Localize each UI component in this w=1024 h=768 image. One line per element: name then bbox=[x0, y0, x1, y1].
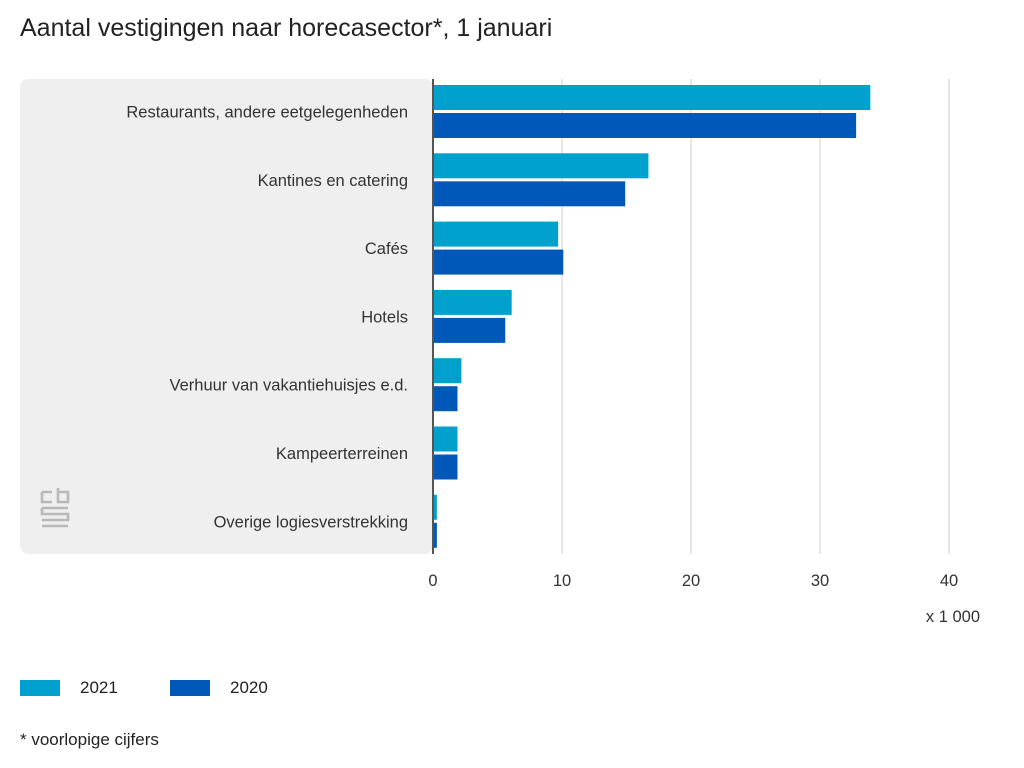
footnote: * voorlopige cijfers bbox=[20, 730, 159, 749]
legend-item-2020: 2020 bbox=[170, 678, 268, 698]
legend-label-2020: 2020 bbox=[230, 678, 268, 697]
bar-2020 bbox=[433, 249, 564, 275]
bar-2021 bbox=[433, 494, 437, 520]
cbs-logo-icon bbox=[40, 488, 70, 528]
category-label: Overige logiesverstrekking bbox=[214, 513, 408, 531]
bar-2021 bbox=[433, 289, 512, 315]
bar-2021 bbox=[433, 85, 871, 110]
category-label: Cafés bbox=[365, 240, 408, 258]
x-tick-label: 0 bbox=[428, 572, 437, 590]
legend-swatch-2020 bbox=[170, 680, 210, 696]
legend-label-2021: 2021 bbox=[80, 678, 118, 697]
label-layer: Restaurants, andere eetgelegenheden Kanti… bbox=[126, 104, 408, 532]
bar-2020 bbox=[433, 181, 626, 207]
x-tick-label: 40 bbox=[940, 572, 958, 590]
x-unit-label: x 1 000 bbox=[926, 608, 980, 626]
category-label: Verhuur van vakantiehuisjes e.d. bbox=[170, 377, 409, 395]
bar-2020 bbox=[433, 317, 506, 343]
bar-2021 bbox=[433, 153, 649, 179]
grid-layer bbox=[561, 79, 950, 554]
x-tick-label: 30 bbox=[811, 572, 829, 590]
legend-item-2021: 2021 bbox=[20, 678, 118, 698]
chart-title: Aantal vestigingen naar horecasector*, 1… bbox=[20, 14, 553, 42]
bar-2021 bbox=[433, 358, 462, 384]
tick-layer: 0 10 20 30 40 bbox=[428, 572, 958, 590]
legend-swatch-2021 bbox=[20, 680, 60, 696]
bar-2020 bbox=[433, 386, 458, 412]
bar-layer bbox=[433, 85, 871, 548]
bar-2020 bbox=[433, 522, 437, 548]
bar-2020 bbox=[433, 113, 857, 138]
category-panel bbox=[20, 79, 433, 554]
x-tick-label: 10 bbox=[553, 572, 571, 590]
bar-2020 bbox=[433, 454, 458, 480]
category-label: Kampeerterreinen bbox=[276, 445, 408, 463]
category-label: Kantines en catering bbox=[258, 172, 408, 190]
bar-2021 bbox=[433, 221, 559, 247]
x-tick-label: 20 bbox=[682, 572, 700, 590]
bar-2021 bbox=[433, 426, 458, 452]
category-label: Hotels bbox=[361, 308, 408, 326]
category-label: Restaurants, andere eetgelegenheden bbox=[126, 104, 408, 122]
